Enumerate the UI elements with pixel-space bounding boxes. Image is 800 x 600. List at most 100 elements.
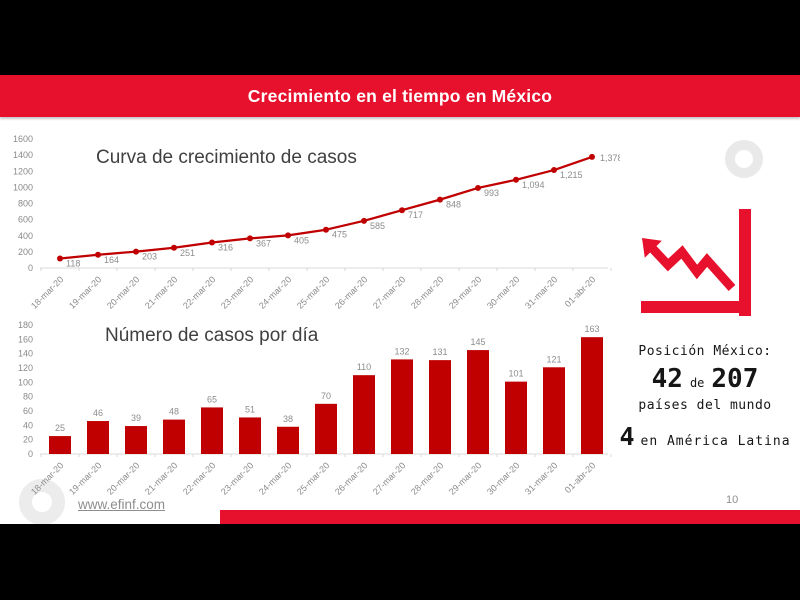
svg-text:21-mar-20: 21-mar-20 [143, 460, 179, 496]
svg-text:23-mar-20: 23-mar-20 [219, 274, 255, 310]
icon-zigzag-line [649, 245, 736, 291]
chart-title: Curva de crecimiento de casos [96, 147, 357, 168]
bar [429, 360, 451, 454]
data-point [323, 226, 329, 233]
svg-text:585: 585 [370, 221, 385, 231]
data-point [57, 255, 63, 262]
world-rank-value: 42 [651, 364, 683, 394]
svg-text:51: 51 [245, 404, 255, 414]
svg-text:121: 121 [546, 354, 561, 364]
svg-text:100: 100 [18, 377, 33, 387]
svg-text:200: 200 [18, 247, 33, 257]
latam-rank-caption: en América Latina [640, 434, 791, 449]
data-point [247, 235, 253, 242]
svg-text:110: 110 [357, 362, 371, 372]
website-link[interactable]: www.efinf.com [78, 497, 166, 512]
svg-text:31-mar-20: 31-mar-20 [523, 460, 559, 496]
latam-rank-line: 4 en América Latina [610, 422, 800, 451]
stats-heading: Posición México: [638, 344, 772, 359]
bar [391, 359, 413, 454]
svg-text:848: 848 [446, 200, 461, 210]
svg-text:28-mar-20: 28-mar-20 [409, 274, 445, 310]
bar [277, 426, 299, 454]
ring-decoration-bottom-left [19, 479, 65, 525]
letterbox-top [0, 0, 800, 75]
svg-text:25-mar-20: 25-mar-20 [295, 274, 331, 310]
svg-text:405: 405 [294, 235, 309, 245]
svg-text:251: 251 [180, 248, 195, 258]
svg-text:24-mar-20: 24-mar-20 [257, 274, 293, 310]
data-point [399, 207, 405, 214]
bar [581, 337, 603, 454]
daily-cases-bar-chart: Número de casos por día 0 20 40 60 80 100 120 14… [18, 320, 612, 497]
svg-text:316: 316 [218, 243, 233, 253]
data-point [513, 176, 519, 183]
world-rank-line: 42 de 207 [610, 364, 800, 394]
data-point [361, 217, 367, 224]
svg-text:400: 400 [18, 231, 33, 241]
svg-text:475: 475 [332, 230, 347, 240]
svg-text:132: 132 [394, 346, 409, 356]
bar [87, 421, 109, 454]
bar-series: 25 46 39 48 65 51 38 70 110 132 131 145 101 121 163 [49, 324, 603, 454]
svg-text:0: 0 [28, 449, 33, 459]
footer-accent-bar [220, 510, 800, 524]
svg-text:70: 70 [321, 391, 331, 401]
bar [467, 350, 489, 454]
svg-text:01-abr-20: 01-abr-20 [563, 460, 598, 495]
chart-title: Número de casos por día [105, 325, 319, 346]
world-rank-caption: países del mundo [638, 398, 772, 413]
bar [163, 419, 185, 454]
line-series: 118 164 203 251 316 367 405 475 585 717 848 993 1,09… [57, 153, 620, 268]
svg-text:30-mar-20: 30-mar-20 [485, 274, 521, 310]
svg-text:203: 203 [142, 252, 157, 262]
svg-text:27-mar-20: 27-mar-20 [371, 274, 407, 310]
svg-text:367: 367 [256, 238, 271, 248]
svg-text:19-mar-20: 19-mar-20 [67, 460, 103, 496]
svg-text:25-mar-20: 25-mar-20 [295, 460, 331, 496]
slide-body: Curva de crecimiento de casos 0 200 400 600 8… [0, 117, 800, 525]
svg-text:0: 0 [28, 263, 33, 273]
ring-decoration-top-right [725, 140, 763, 178]
growth-line-chart: Curva de crecimiento de casos 0 200 400 600 8… [13, 134, 620, 311]
icon-axis-vertical [739, 209, 751, 316]
svg-text:180: 180 [18, 320, 33, 330]
bar [125, 426, 147, 454]
svg-text:24-mar-20: 24-mar-20 [257, 460, 293, 496]
data-point [475, 184, 481, 191]
svg-text:39: 39 [131, 413, 141, 423]
data-point [551, 167, 557, 174]
stats-panel: Posición México: 42 de 207 países del mu… [610, 344, 800, 451]
svg-text:29-mar-20: 29-mar-20 [447, 460, 483, 496]
svg-text:20: 20 [23, 435, 33, 445]
svg-text:131: 131 [432, 347, 447, 357]
page-title: Crecimiento en el tiempo en México [247, 85, 553, 106]
svg-text:19-mar-20: 19-mar-20 [67, 274, 103, 310]
svg-text:40: 40 [23, 420, 33, 430]
page-number: 10 [726, 494, 739, 506]
data-point [589, 153, 595, 160]
rank-connector: de [689, 376, 705, 390]
svg-text:160: 160 [18, 334, 33, 344]
svg-text:140: 140 [18, 349, 33, 359]
bar [201, 407, 223, 454]
svg-text:18-mar-20: 18-mar-20 [29, 274, 65, 310]
svg-text:800: 800 [18, 199, 33, 209]
slide-header: Crecimiento en el tiempo en México [0, 75, 800, 117]
data-point [285, 232, 291, 239]
svg-text:101: 101 [508, 369, 523, 379]
bar [543, 367, 565, 454]
world-total-value: 207 [711, 364, 759, 394]
svg-text:20-mar-20: 20-mar-20 [105, 274, 141, 310]
svg-text:27-mar-20: 27-mar-20 [371, 460, 407, 496]
svg-text:60: 60 [23, 406, 33, 416]
svg-text:1400: 1400 [13, 150, 33, 160]
svg-text:29-mar-20: 29-mar-20 [447, 274, 483, 310]
latam-rank-value: 4 [619, 422, 635, 451]
bar [239, 417, 261, 454]
bar [315, 403, 337, 454]
svg-text:1000: 1000 [13, 182, 33, 192]
svg-text:1,094: 1,094 [522, 180, 545, 190]
svg-text:22-mar-20: 22-mar-20 [181, 460, 217, 496]
